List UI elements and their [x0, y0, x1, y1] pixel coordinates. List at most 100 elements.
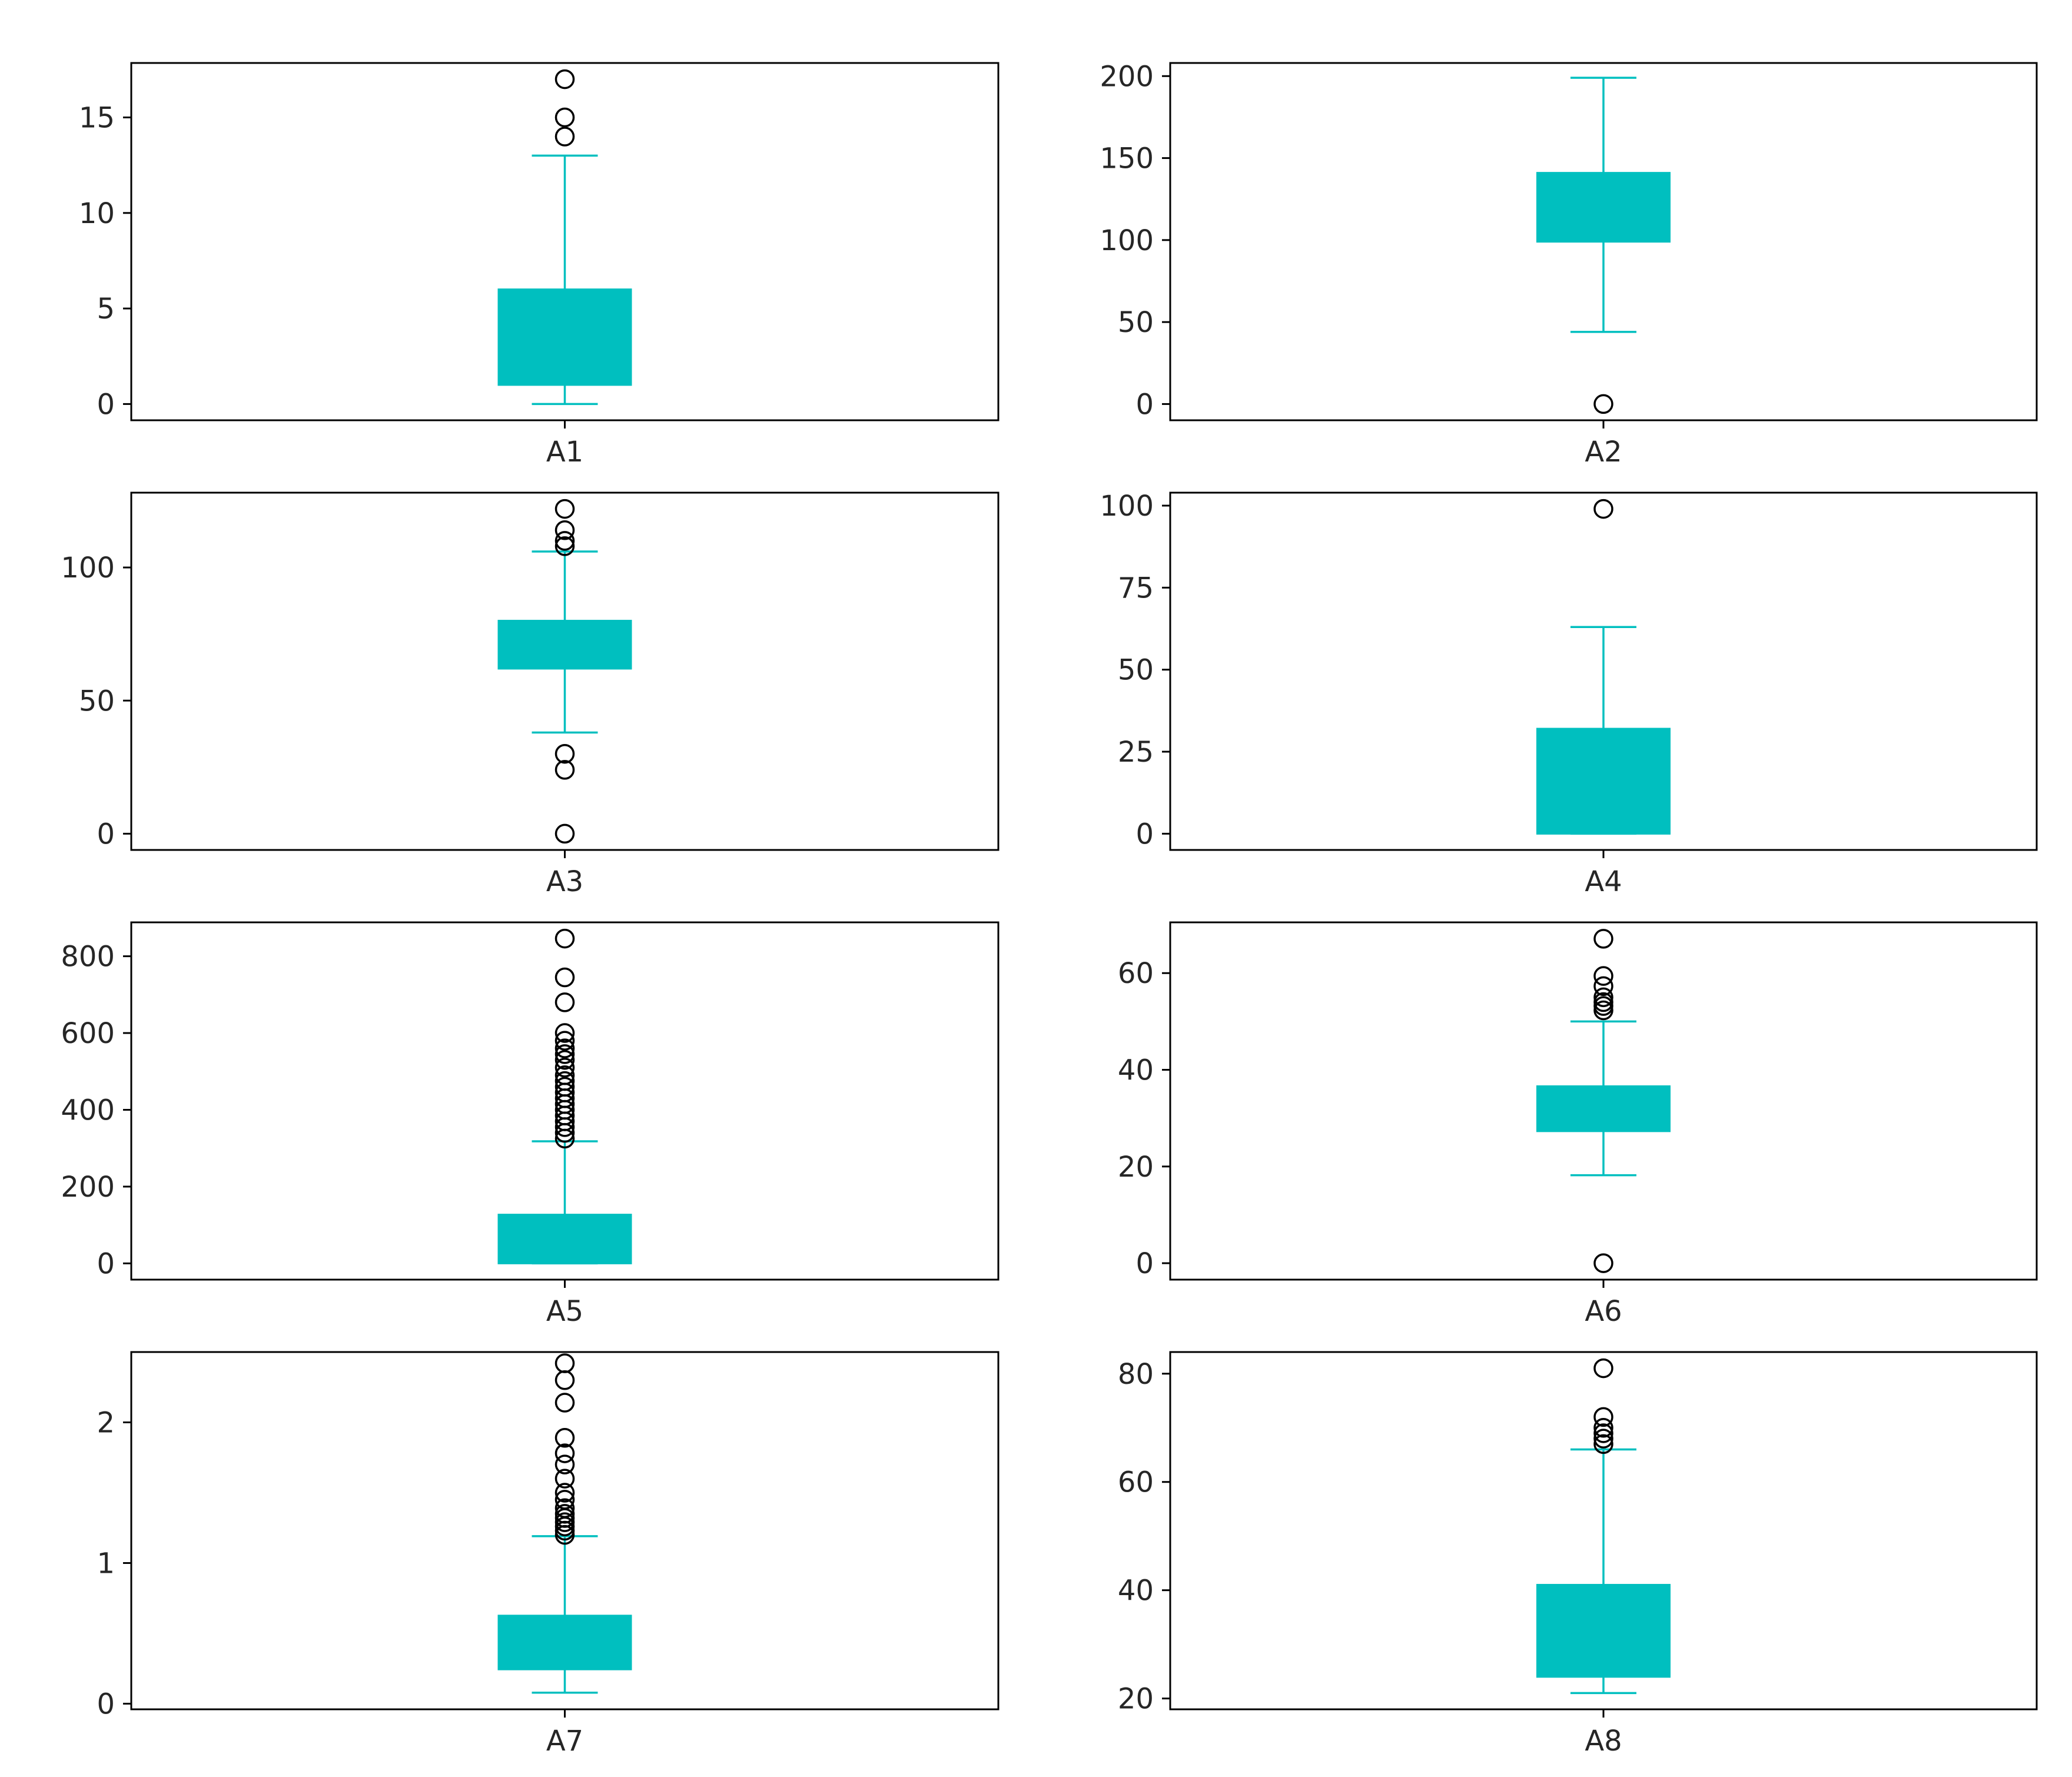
outlier-a3-0: [554, 823, 575, 844]
ytick-label-a2-0: 0: [1135, 388, 1154, 421]
ytick-label-a8-1: 40: [1118, 1575, 1154, 1607]
outlier-a7-12: [554, 1428, 575, 1448]
panel-a6: 0 20 40 60 A6: [1118, 921, 2038, 1328]
ytick-label-a7-0: 0: [97, 1688, 115, 1720]
outlier-a6-4: [1593, 987, 1613, 1008]
outlier-a3-5: [554, 520, 575, 540]
outlier-a5-12: [554, 1058, 575, 1078]
outlier-a7-14: [554, 1370, 575, 1390]
xtick-label-a1: A1: [546, 436, 583, 469]
outlier-a6-5: [1593, 976, 1613, 997]
outlier-a7-7: [554, 1490, 575, 1510]
ytick-label-a1-3: 15: [79, 102, 115, 135]
outlier-a3-1: [554, 760, 575, 780]
ytick-label-a2-1: 50: [1118, 306, 1154, 339]
outlier-a3-6: [554, 499, 575, 519]
panel-a2: 0 50 100 150 200 A2: [1100, 60, 2038, 469]
ytick-label-a8-0: 20: [1118, 1683, 1154, 1716]
outlier-a8-4: [1593, 1407, 1613, 1427]
outlier-a5-16: [554, 1031, 575, 1051]
outlier-a6-6: [1593, 966, 1613, 986]
outlier-a5-20: [554, 928, 575, 949]
xtick-label-a5: A5: [546, 1295, 583, 1328]
panel-a3: 0 50 100 A3: [61, 491, 1000, 898]
outlier-a7-11: [554, 1443, 575, 1463]
panel-a4: 0 25 50 75 100 A4: [1100, 490, 2038, 898]
ytick-label-a4-2: 50: [1118, 654, 1154, 687]
ytick-label-a5-4: 800: [61, 941, 115, 974]
ytick-label-a4-3: 75: [1118, 572, 1154, 604]
ytick-label-a2-3: 150: [1100, 142, 1154, 175]
outlier-a6-7: [1593, 929, 1613, 949]
ytick-label-a6-3: 60: [1118, 957, 1154, 990]
ytick-label-a8-3: 80: [1118, 1358, 1154, 1391]
iqr-box-a5: [497, 1214, 632, 1264]
iqr-box-a6: [1536, 1085, 1671, 1132]
outlier-a5-14: [554, 1044, 575, 1064]
iqr-box-a4: [1536, 728, 1671, 835]
ytick-label-a2-2: 100: [1100, 224, 1154, 257]
outlier-a7-10: [554, 1454, 575, 1474]
outlier-a8-5: [1593, 1358, 1613, 1379]
outlier-a1-2: [554, 69, 575, 89]
outlier-a7-8: [554, 1483, 575, 1503]
outlier-a8-2: [1593, 1423, 1613, 1443]
ytick-label-a4-0: 0: [1135, 818, 1154, 851]
ytick-label-a4-1: 25: [1118, 736, 1154, 769]
ytick-label-a2-4: 200: [1100, 60, 1154, 93]
outlier-a5-18: [554, 992, 575, 1012]
ytick-label-a4-4: 100: [1100, 490, 1154, 523]
ytick-label-a3-0: 0: [97, 818, 115, 851]
outlier-a8-1: [1593, 1429, 1613, 1449]
outlier-a5-15: [554, 1038, 575, 1058]
outlier-a4-0: [1593, 499, 1613, 519]
outlier-a5-17: [554, 1023, 575, 1043]
ytick-label-a3-2: 100: [61, 552, 115, 584]
ytick-label-a5-3: 600: [61, 1017, 115, 1050]
ytick-label-a6-2: 40: [1118, 1054, 1154, 1087]
iqr-box-a7: [497, 1615, 632, 1670]
ytick-label-a3-1: 50: [79, 685, 115, 718]
ytick-label-a8-2: 60: [1118, 1466, 1154, 1499]
xtick-label-a6: A6: [1585, 1295, 1622, 1328]
outlier-a8-0: [1593, 1434, 1613, 1454]
ytick-label-a7-2: 2: [97, 1406, 115, 1439]
iqr-box-a1: [497, 288, 632, 386]
outlier-a3-3: [554, 536, 575, 556]
ytick-label-a1-2: 10: [79, 197, 115, 230]
ytick-label-a6-1: 20: [1118, 1151, 1154, 1184]
outlier-a5-13: [554, 1049, 575, 1070]
xtick-label-a8: A8: [1585, 1725, 1622, 1758]
outlier-a7-5: [554, 1504, 575, 1524]
outlier-a7-9: [554, 1469, 575, 1489]
outlier-a5-9: [554, 1077, 575, 1097]
iqr-box-a3: [497, 620, 632, 670]
outlier-a7-15: [554, 1353, 575, 1373]
outlier-a7-6: [554, 1498, 575, 1519]
ytick-label-a1-0: 0: [97, 388, 115, 421]
outlier-a5-10: [554, 1071, 575, 1091]
outlier-a8-3: [1593, 1418, 1613, 1438]
xtick-label-a2: A2: [1585, 436, 1622, 469]
ytick-label-a7-1: 1: [97, 1547, 115, 1580]
ytick-label-a5-0: 0: [97, 1247, 115, 1280]
iqr-box-a2: [1536, 172, 1671, 243]
outlier-a7-13: [554, 1393, 575, 1413]
xtick-label-a4: A4: [1585, 865, 1622, 898]
ytick-label-a1-1: 5: [97, 293, 115, 325]
outlier-a5-19: [554, 967, 575, 988]
ytick-label-a5-2: 400: [61, 1094, 115, 1127]
outlier-a5-11: [554, 1065, 575, 1085]
xtick-label-a3: A3: [546, 865, 583, 898]
ytick-label-a6-0: 0: [1135, 1247, 1154, 1280]
outlier-a2-0: [1593, 394, 1613, 414]
panel-a7: 0 1 2 A7: [97, 1351, 1000, 1758]
outlier-a6-3: [1593, 992, 1613, 1012]
outlier-a1-0: [554, 127, 575, 147]
panel-a1: 0 5 10 15 A1: [79, 62, 1000, 469]
iqr-box-a8: [1536, 1583, 1671, 1678]
outlier-a3-2: [554, 743, 575, 764]
panel-a5: 0 200 400 600 800 A5: [61, 921, 1000, 1328]
